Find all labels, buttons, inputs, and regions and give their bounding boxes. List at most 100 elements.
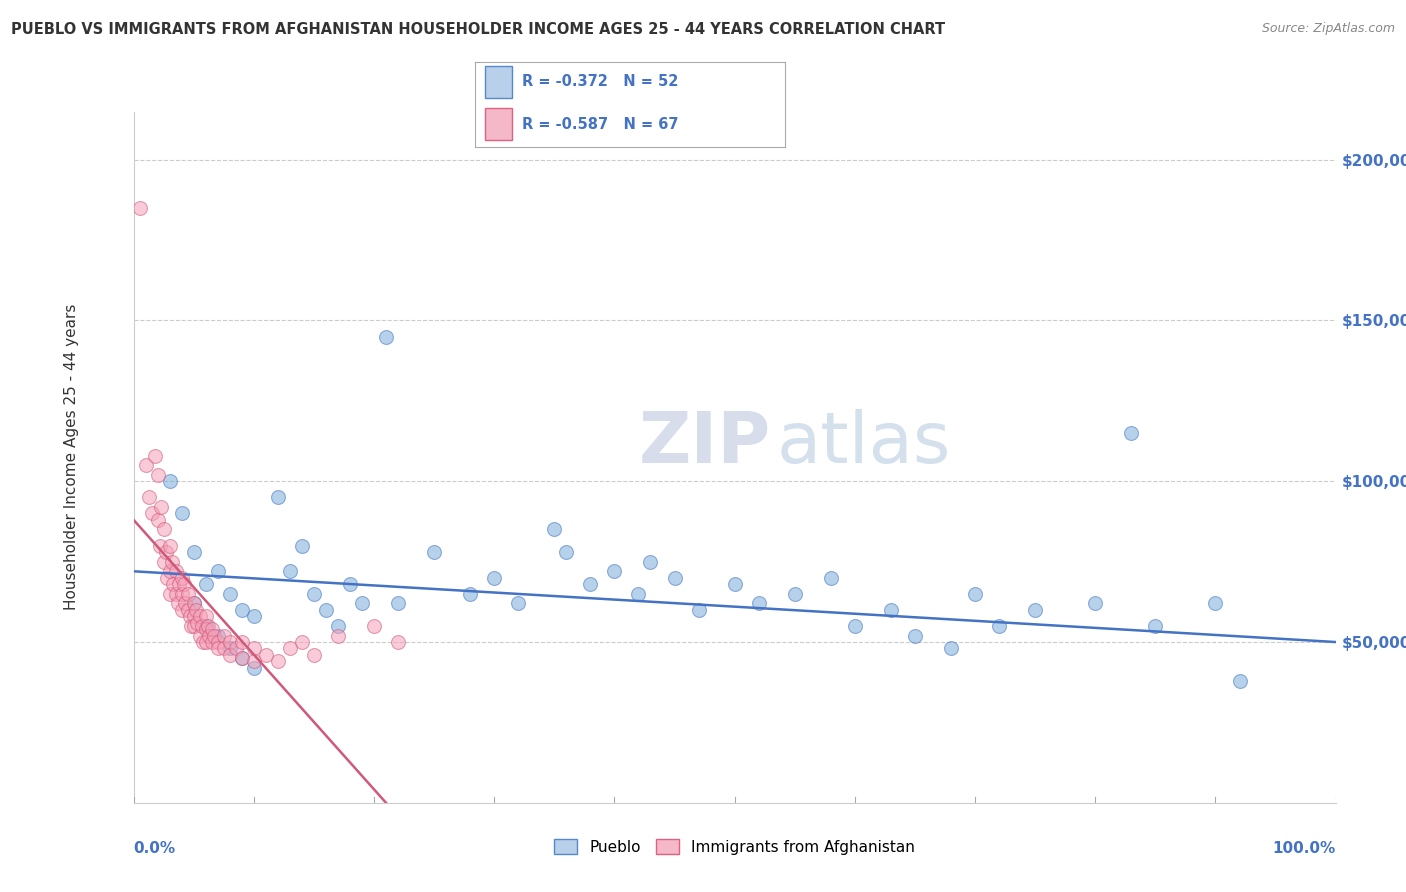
Point [194, 577, 217, 591]
Point [176, 587, 198, 601]
Point [207, 641, 229, 656]
Text: PUEBLO VS IMMIGRANTS FROM AFGHANISTAN HOUSEHOLDER INCOME AGES 25 - 44 YEARS CORR: PUEBLO VS IMMIGRANTS FROM AFGHANISTAN HO… [11, 22, 945, 37]
Point [688, 603, 710, 617]
Point [748, 597, 770, 611]
Point [167, 597, 190, 611]
Point [627, 587, 650, 601]
Point [207, 629, 229, 643]
Point [146, 467, 169, 482]
Point [183, 619, 205, 633]
Point [183, 597, 205, 611]
Point [207, 564, 229, 578]
Point [152, 555, 174, 569]
Point [965, 587, 987, 601]
Text: R = -0.372   N = 52: R = -0.372 N = 52 [522, 74, 678, 89]
Point [212, 629, 235, 643]
Point [302, 587, 325, 601]
Point [135, 458, 157, 473]
Point [201, 622, 224, 636]
Point [170, 587, 193, 601]
Point [844, 619, 866, 633]
Point [173, 577, 195, 591]
Point [170, 507, 193, 521]
Point [159, 587, 181, 601]
Point [508, 597, 530, 611]
Point [212, 641, 235, 656]
Point [880, 603, 903, 617]
Point [243, 661, 266, 675]
Point [160, 555, 183, 569]
Point [231, 651, 253, 665]
Point [1204, 597, 1226, 611]
Text: atlas: atlas [776, 409, 950, 478]
Point [267, 491, 290, 505]
Point [1084, 597, 1107, 611]
Point [184, 603, 207, 617]
Point [423, 545, 446, 559]
Point [183, 545, 205, 559]
Point [149, 539, 172, 553]
Point [150, 500, 173, 514]
Point [167, 577, 190, 591]
Text: 0.0%: 0.0% [134, 841, 176, 855]
Point [1024, 603, 1046, 617]
Point [302, 648, 325, 662]
Point [579, 577, 602, 591]
Point [141, 507, 163, 521]
Point [278, 564, 301, 578]
Point [156, 571, 179, 585]
Point [350, 597, 373, 611]
Point [152, 523, 174, 537]
Point [159, 564, 181, 578]
Point [484, 571, 506, 585]
Point [197, 619, 219, 633]
Point [723, 577, 745, 591]
Point [218, 641, 240, 656]
Point [555, 545, 578, 559]
Point [326, 619, 349, 633]
Point [820, 571, 842, 585]
Point [315, 603, 337, 617]
Point [180, 619, 202, 633]
Point [128, 201, 150, 215]
Point [387, 597, 409, 611]
Point [640, 555, 662, 569]
Point [1229, 673, 1251, 688]
Point [387, 635, 409, 649]
Point [278, 641, 301, 656]
Point [231, 651, 253, 665]
Point [143, 449, 166, 463]
Point [904, 629, 927, 643]
Point [186, 615, 208, 630]
Point [543, 523, 565, 537]
Point [202, 629, 225, 643]
Text: ZIP: ZIP [638, 409, 770, 478]
Bar [485, 66, 512, 98]
Point [188, 629, 211, 643]
Point [243, 609, 266, 624]
Point [664, 571, 686, 585]
Point [218, 648, 240, 662]
Point [183, 609, 205, 624]
Point [783, 587, 806, 601]
Point [193, 635, 215, 649]
Point [159, 539, 181, 553]
Point [179, 609, 201, 624]
Bar [485, 108, 512, 140]
Point [243, 641, 266, 656]
Point [165, 587, 187, 601]
Point [225, 641, 247, 656]
Point [170, 603, 193, 617]
Point [198, 629, 221, 643]
Point [218, 587, 240, 601]
Point [339, 577, 361, 591]
Point [207, 635, 229, 649]
Point [194, 609, 217, 624]
Point [218, 635, 240, 649]
Point [363, 619, 385, 633]
Legend: Pueblo, Immigrants from Afghanistan: Pueblo, Immigrants from Afghanistan [548, 832, 921, 861]
Point [194, 619, 217, 633]
Point [291, 635, 314, 649]
Point [146, 513, 169, 527]
Text: Source: ZipAtlas.com: Source: ZipAtlas.com [1261, 22, 1395, 36]
